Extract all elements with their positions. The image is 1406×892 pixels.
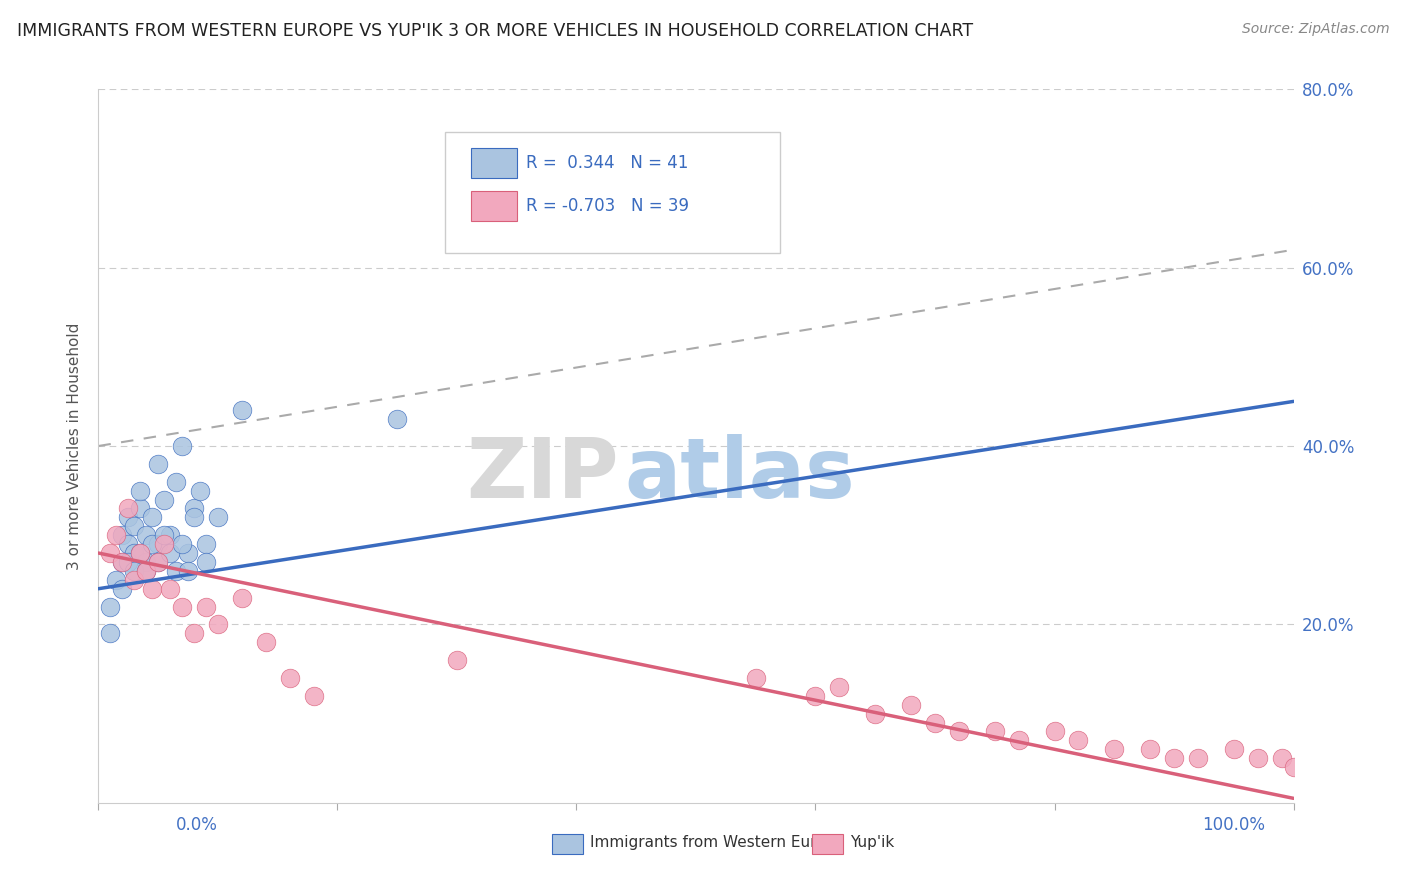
Point [254,635,277,649]
Point [865,706,887,721]
Point [207,617,229,632]
Point [117,555,139,569]
Point [177,564,200,578]
Point [745,671,768,685]
Y-axis label: 3 or more Vehicles in Household: 3 or more Vehicles in Household [67,322,83,570]
Point [177,546,200,560]
Point [124,519,146,533]
Text: R = -0.703   N = 39: R = -0.703 N = 39 [526,197,689,215]
Point [159,546,181,560]
Point [153,537,176,551]
Point [1187,751,1209,765]
Point [207,510,229,524]
Text: atlas: atlas [624,434,855,515]
Text: 0.0%: 0.0% [176,816,218,834]
Point [924,715,946,730]
Point [98,546,122,560]
Bar [471,191,517,221]
Point [1163,751,1185,765]
FancyBboxPatch shape [446,132,780,253]
Point [129,501,152,516]
Point [183,501,205,516]
Point [124,546,146,560]
Point [1223,742,1246,756]
Point [117,537,139,551]
Point [111,555,134,569]
Point [117,501,139,516]
Point [195,537,218,551]
Point [98,599,122,614]
Point [159,528,181,542]
Point [172,439,194,453]
Point [278,671,301,685]
Point [984,724,1007,739]
Point [1282,760,1305,774]
Point [111,528,134,542]
Point [1104,742,1126,756]
Text: R =  0.344   N = 41: R = 0.344 N = 41 [526,153,689,171]
Point [1008,733,1031,747]
Point [105,573,128,587]
Text: ZIP: ZIP [465,434,619,515]
Point [1067,733,1090,747]
Point [183,510,205,524]
Point [385,412,409,426]
Point [135,528,157,542]
Point [135,564,157,578]
Point [1043,724,1066,739]
Text: Source: ZipAtlas.com: Source: ZipAtlas.com [1241,22,1389,37]
Text: Immigrants from Western Europe: Immigrants from Western Europe [591,836,845,850]
Point [124,564,146,578]
Point [1139,742,1161,756]
Point [446,653,468,667]
Point [183,626,205,640]
Point [188,483,211,498]
Point [159,582,181,596]
Point [141,582,163,596]
Point [828,680,851,694]
Point [148,555,170,569]
Point [129,546,152,560]
Point [1271,751,1294,765]
Point [98,626,122,640]
Point [129,483,152,498]
Point [111,582,134,596]
Bar [471,148,517,178]
Point [153,528,176,542]
Point [135,555,157,569]
Point [129,546,152,560]
Text: Yup'ik: Yup'ik [849,836,894,850]
Point [165,475,187,489]
Point [804,689,827,703]
Point [111,555,134,569]
Point [231,591,253,605]
Text: 100.0%: 100.0% [1202,816,1265,834]
Point [148,555,170,569]
Point [231,403,253,417]
Point [105,528,128,542]
Point [124,573,146,587]
Point [148,457,170,471]
Point [141,537,163,551]
Point [172,599,194,614]
Text: IMMIGRANTS FROM WESTERN EUROPE VS YUP'IK 3 OR MORE VEHICLES IN HOUSEHOLD CORRELA: IMMIGRANTS FROM WESTERN EUROPE VS YUP'IK… [17,22,973,40]
Point [195,555,218,569]
Point [135,564,157,578]
Point [1247,751,1270,765]
Point [153,492,176,507]
Point [141,510,163,524]
Point [172,537,194,551]
Point [302,689,325,703]
Point [165,564,187,578]
Point [900,698,922,712]
Point [195,599,218,614]
Point [148,537,170,551]
Point [117,510,139,524]
Point [948,724,970,739]
